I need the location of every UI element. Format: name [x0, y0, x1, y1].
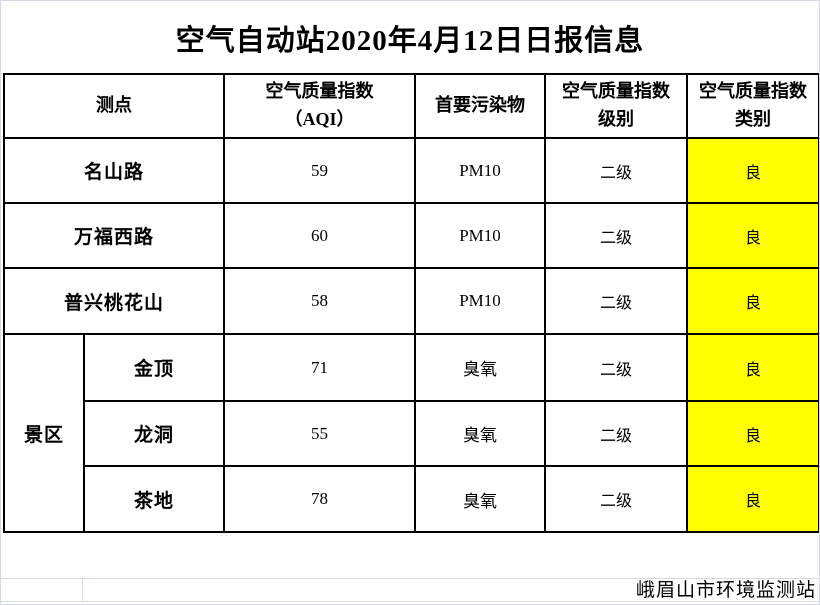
aqi-cell: 55: [223, 400, 416, 467]
header-row: 测点 空气质量指数 （AQI） 首要污染物 空气质量指数 级别 空气质量指数 类…: [3, 73, 819, 139]
pollutant-cell: 臭氧: [414, 333, 546, 402]
aqi-cell: 59: [223, 137, 416, 204]
table-row: 景区 金顶 71 臭氧 二级 良: [3, 333, 819, 533]
category-cell: 良: [686, 400, 819, 467]
category-cell: 良: [686, 137, 819, 204]
site-cell: 万福西路: [3, 202, 225, 269]
table-row: 茶地 78 臭氧 二级 良: [4, 465, 819, 533]
category-cell: 良: [686, 465, 819, 533]
footer-station-name: 峨眉山市环境监测站: [635, 580, 816, 601]
table-row: 普兴桃花山 58 PM10 二级 良: [3, 267, 819, 335]
header-pollutant: 首要污染物: [414, 73, 546, 139]
category-cell: 良: [686, 267, 819, 335]
group-cell-scenic-area: 景区: [3, 333, 85, 533]
site-cell: 普兴桃花山: [3, 267, 225, 335]
pollutant-cell: PM10: [414, 137, 546, 204]
aqi-cell: 78: [223, 465, 416, 533]
gridline-divider: [82, 579, 83, 601]
site-cell: 名山路: [3, 137, 225, 204]
pollutant-cell: 臭氧: [414, 400, 546, 467]
category-cell: 良: [686, 333, 819, 402]
level-cell: 二级: [544, 400, 688, 467]
page-title: 空气自动站2020年4月12日日报信息: [175, 24, 645, 57]
table-row: 名山路 59 PM10 二级 良: [3, 137, 819, 204]
aqi-cell: 71: [223, 333, 416, 402]
site-cell: 茶地: [83, 465, 225, 533]
pollutant-cell: PM10: [414, 267, 546, 335]
level-cell: 二级: [544, 465, 688, 533]
header-level: 空气质量指数 级别: [544, 73, 688, 139]
pollutant-cell: PM10: [414, 202, 546, 269]
pollutant-cell: 臭氧: [414, 465, 546, 533]
level-cell: 二级: [544, 202, 688, 269]
table-row: 龙洞 55 臭氧 二级 良: [4, 400, 819, 467]
footer-row: 峨眉山市环境监测站: [1, 578, 819, 602]
level-cell: 二级: [544, 333, 688, 402]
level-cell: 二级: [544, 267, 688, 335]
site-cell: 龙洞: [83, 400, 225, 467]
category-cell: 良: [686, 202, 819, 269]
table-row: 万福西路 60 PM10 二级 良: [3, 202, 819, 269]
air-quality-table: 测点 空气质量指数 （AQI） 首要污染物 空气质量指数 级别 空气质量指数 类…: [3, 73, 819, 533]
header-site: 测点: [3, 73, 225, 139]
header-aqi: 空气质量指数 （AQI）: [223, 73, 416, 139]
header-category: 空气质量指数 类别: [686, 73, 819, 139]
level-cell: 二级: [544, 137, 688, 204]
site-cell: 金顶: [83, 333, 225, 402]
aqi-cell: 58: [223, 267, 416, 335]
aqi-cell: 60: [223, 202, 416, 269]
